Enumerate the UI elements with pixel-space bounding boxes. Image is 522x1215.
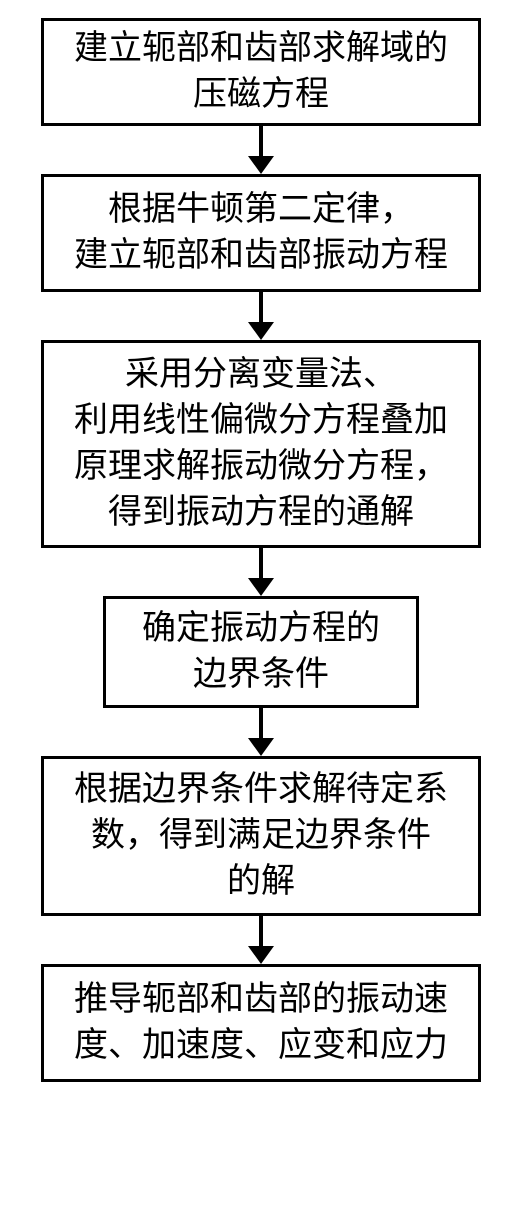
node-text: 压磁方程 bbox=[193, 72, 329, 118]
node-step-1: 建立轭部和齿部求解域的 压磁方程 bbox=[41, 18, 481, 126]
node-text: 利用线性偏微分方程叠加 bbox=[74, 398, 448, 444]
node-text: 度、加速度、应变和应力 bbox=[74, 1023, 448, 1069]
node-text: 原理求解振动微分方程， bbox=[74, 444, 448, 490]
node-text: 数，得到满足边界条件 bbox=[91, 813, 431, 859]
node-text: 采用分离变量法、 bbox=[125, 352, 397, 398]
node-step-3: 采用分离变量法、 利用线性偏微分方程叠加 原理求解振动微分方程， 得到振动方程的… bbox=[41, 340, 481, 548]
arrow-down bbox=[0, 916, 522, 964]
arrow-down bbox=[0, 548, 522, 596]
node-text: 边界条件 bbox=[193, 652, 329, 698]
node-text: 根据牛顿第二定律， bbox=[108, 187, 414, 233]
arrow-down bbox=[0, 708, 522, 756]
node-step-6: 推导轭部和齿部的振动速 度、加速度、应变和应力 bbox=[41, 964, 481, 1082]
arrow-down bbox=[0, 126, 522, 174]
node-step-2: 根据牛顿第二定律， 建立轭部和齿部振动方程 bbox=[41, 174, 481, 292]
node-text: 建立轭部和齿部求解域的 bbox=[74, 26, 448, 72]
arrow-down bbox=[0, 292, 522, 340]
node-text: 确定振动方程的 bbox=[142, 606, 380, 652]
node-text: 推导轭部和齿部的振动速 bbox=[74, 977, 448, 1023]
node-text: 的解 bbox=[227, 859, 295, 905]
node-text: 得到振动方程的通解 bbox=[108, 490, 414, 536]
node-step-4: 确定振动方程的 边界条件 bbox=[103, 596, 419, 708]
flowchart-container: 建立轭部和齿部求解域的 压磁方程 根据牛顿第二定律， 建立轭部和齿部振动方程 采… bbox=[0, 0, 522, 1215]
node-step-5: 根据边界条件求解待定系 数，得到满足边界条件 的解 bbox=[41, 756, 481, 916]
node-text: 根据边界条件求解待定系 bbox=[74, 767, 448, 813]
node-text: 建立轭部和齿部振动方程 bbox=[74, 233, 448, 279]
